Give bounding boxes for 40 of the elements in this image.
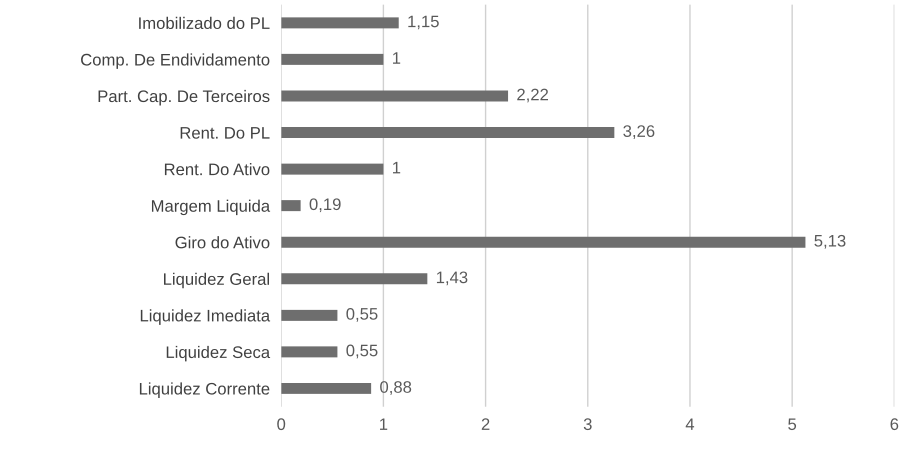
data-label: 2,22 (517, 88, 548, 102)
y-tick-label: Margem Liquida (152, 200, 270, 216)
bar (281, 236, 806, 248)
bar (281, 164, 384, 175)
bar (281, 310, 338, 321)
y-tick-label: Liquidez Geral (164, 272, 269, 288)
data-label: 1,43 (436, 271, 468, 286)
bar (281, 382, 372, 394)
bar (281, 54, 384, 65)
data-label: 3,26 (623, 125, 654, 139)
data-label: 0,19 (310, 198, 341, 212)
x-tick-label: 4 (686, 418, 694, 430)
data-label: 1 (393, 162, 400, 174)
y-tick-label: Imobilizado do PL (139, 16, 270, 30)
bar (281, 346, 338, 358)
x-tick-label: 1 (380, 418, 388, 430)
data-label: 0,55 (346, 344, 378, 358)
data-label: 5,13 (814, 234, 846, 249)
y-tick-label: Liquidez Imediata (140, 309, 270, 325)
bar (281, 127, 614, 138)
y-tick-label: Comp. De Endividamento (81, 53, 270, 69)
bar (281, 17, 399, 28)
bar (281, 90, 508, 102)
y-tick-label: Liquidez Seca (166, 346, 270, 362)
data-label: 0,55 (346, 308, 378, 322)
y-tick-label: Liquidez Corrente (140, 382, 270, 398)
x-tick-label: 6 (890, 418, 898, 430)
y-tick-label: Rent. Do PL (180, 127, 270, 139)
data-label: 0,88 (380, 381, 412, 395)
bar (281, 200, 301, 212)
data-label: 1 (393, 52, 400, 64)
x-tick-label: 2 (482, 418, 490, 430)
x-tick-label: 0 (277, 418, 286, 430)
y-tick-label: Part. Cap. De Terceiros (98, 90, 270, 106)
data-label: 1,15 (408, 16, 439, 30)
bar (281, 273, 428, 284)
x-tick-label: 5 (788, 418, 796, 430)
y-tick-label: Giro do Ativo (176, 236, 270, 248)
x-tick-label: 3 (584, 418, 592, 430)
y-tick-label: Rent. Do Ativo (164, 163, 270, 176)
